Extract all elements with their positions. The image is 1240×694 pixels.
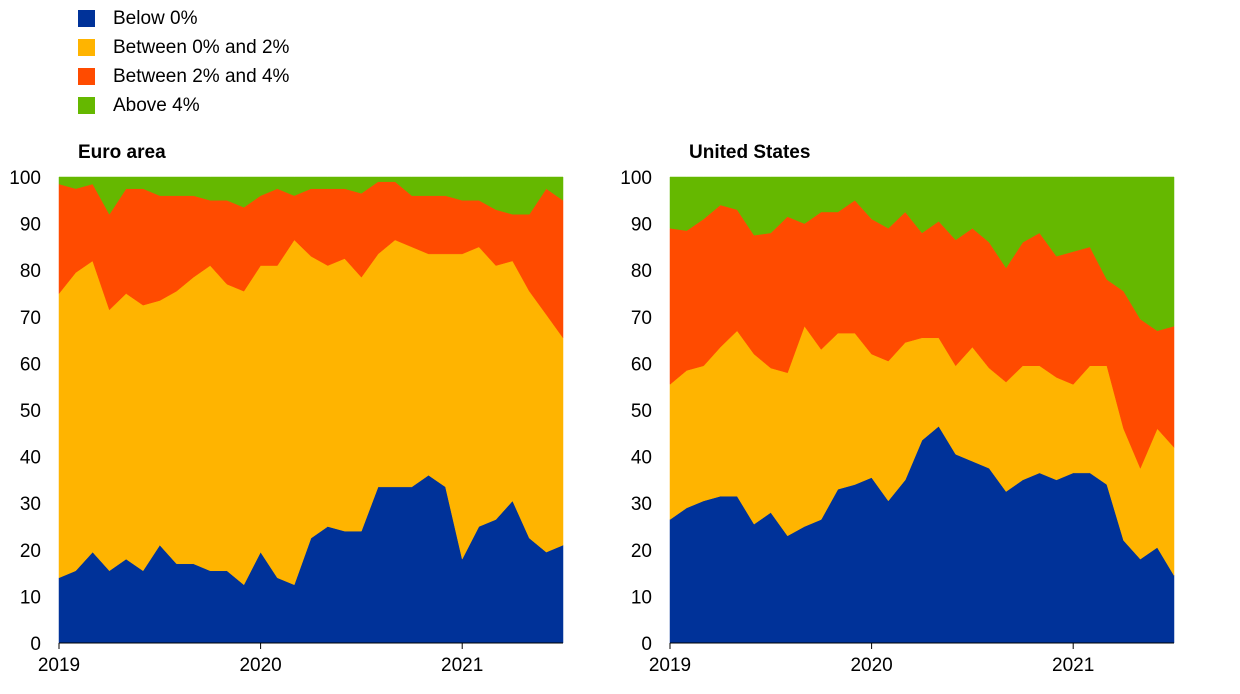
legend-label-between-2-and-4: Between 2% and 4%	[113, 65, 290, 87]
united-states-xtick-label-2020: 2020	[850, 655, 892, 676]
euro-area-area-above-4	[58, 176, 564, 215]
legend-item-between-2-and-4: Between 2% and 4%	[78, 62, 289, 91]
euro-area-xtick-label-2019: 2019	[38, 655, 80, 676]
united-states-ytick-label-70: 70	[631, 308, 652, 329]
euro-area-ytick-label-20: 20	[20, 541, 41, 562]
legend-item-below-0: Below 0%	[78, 4, 289, 33]
euro-area-ytick-label-50: 50	[20, 401, 41, 422]
united-states-chart-title: United States	[689, 142, 810, 163]
legend-label-above-4: Above 4%	[113, 94, 200, 116]
united-states-ytick-label-30: 30	[631, 494, 652, 515]
united-states-ytick-label-90: 90	[631, 215, 652, 236]
euro-area-ytick-label-60: 60	[20, 354, 41, 375]
united-states-ytick-label-50: 50	[631, 401, 652, 422]
euro-area-chart-title: Euro area	[78, 142, 166, 163]
united-states-ytick-label-100: 100	[620, 168, 652, 189]
united-states-ytick-label-0: 0	[641, 634, 652, 655]
legend-item-between-0-and-2: Between 0% and 2%	[78, 33, 289, 62]
euro-area-ytick-label-40: 40	[20, 448, 41, 469]
legend-swatch-between-0-and-2	[78, 39, 95, 56]
united-states-ytick-label-10: 10	[631, 587, 652, 608]
legend-label-below-0: Below 0%	[113, 7, 198, 29]
legend-label-between-0-and-2: Between 0% and 2%	[113, 36, 290, 58]
legend-item-above-4: Above 4%	[78, 91, 289, 120]
united-states-xtick-label-2019: 2019	[649, 655, 691, 676]
united-states-ytick-label-20: 20	[631, 541, 652, 562]
euro-area-ytick-label-90: 90	[20, 215, 41, 236]
chart-legend: Below 0% Between 0% and 2% Between 2% an…	[78, 4, 289, 120]
euro-area-ytick-label-10: 10	[20, 587, 41, 608]
united-states-area-above-4	[669, 176, 1175, 332]
legend-swatch-above-4	[78, 97, 95, 114]
euro-area-xtick-label-2020: 2020	[239, 655, 281, 676]
euro-area-panel: Euro area 0 10 20 30 40 50 60 70 80 90 100 2019 2020 2…	[9, 142, 564, 676]
legend-swatch-below-0	[78, 10, 95, 27]
united-states-ytick-label-80: 80	[631, 261, 652, 282]
euro-area-ytick-label-30: 30	[20, 494, 41, 515]
united-states-xtick-label-2021: 2021	[1052, 655, 1094, 676]
euro-area-ytick-label-0: 0	[30, 634, 41, 655]
euro-area-ytick-label-80: 80	[20, 261, 41, 282]
euro-area-ytick-label-100: 100	[9, 168, 41, 189]
united-states-panel: United States 0 10 20 30 40 50 60 70 80 90 100 2019 2…	[620, 142, 1175, 676]
united-states-ytick-label-60: 60	[631, 354, 652, 375]
legend-swatch-between-2-and-4	[78, 68, 95, 85]
euro-area-ytick-label-70: 70	[20, 308, 41, 329]
united-states-ytick-label-40: 40	[631, 448, 652, 469]
euro-area-xtick-label-2021: 2021	[441, 655, 483, 676]
